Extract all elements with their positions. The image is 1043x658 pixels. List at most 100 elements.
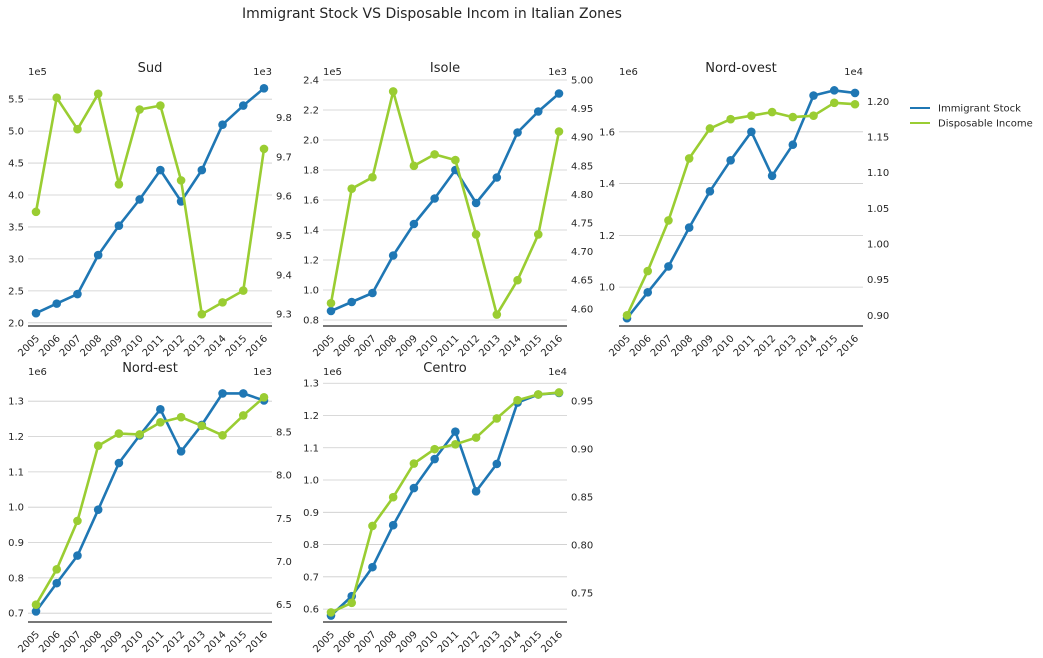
data-point [664,262,673,271]
x-tick-label: 2007 [58,629,84,655]
data-point [218,298,227,307]
data-point [492,310,502,319]
data-point [197,165,207,175]
data-point [176,447,186,456]
data-point [238,101,248,110]
right-tick-label: 1.20 [867,97,889,108]
left-tick-label: 1.0 [303,476,319,487]
data-point [409,161,419,171]
right-tick-label: 8.5 [276,427,292,438]
right-tick-label: 9.5 [276,231,292,242]
data-point [156,405,165,414]
left-tick-label: 3.0 [8,254,24,265]
left-tick-label: 0.9 [303,508,319,519]
x-tick-label: 2011 [436,333,462,359]
left-tick-label: 1.0 [303,286,319,297]
left-tick-label: 0.7 [303,572,319,583]
x-tick-label: 2005 [607,333,633,359]
x-tick-label: 2008 [374,333,400,359]
legend-label: Immigrant Stock [938,104,1021,115]
data-point [492,414,502,423]
data-point [430,444,439,454]
data-point [451,427,460,436]
data-point [471,433,481,442]
left-tick-label: 1.6 [303,196,319,207]
x-tick-label: 2005 [16,333,42,359]
data-point [259,392,269,402]
x-tick-label: 2012 [161,629,187,655]
x-tick-label: 2014 [498,333,524,359]
data-point [114,221,124,230]
right-tick-label: 7.0 [276,557,292,568]
data-point [409,219,419,229]
data-point [451,155,460,165]
right-tick-label: 6.5 [276,600,292,611]
data-point [643,266,653,276]
x-tick-label: 2015 [519,333,545,359]
data-point [197,421,207,431]
data-point [726,155,735,165]
x-tick-label: 2009 [99,629,125,655]
data-point [347,297,357,307]
right-tick-label: 4.85 [571,161,593,172]
x-tick-label: 2007 [58,333,84,359]
x-tick-label: 2007 [353,333,379,359]
data-point [156,418,165,427]
x-tick-label: 2012 [456,333,482,359]
left-tick-label: 1.3 [303,379,319,390]
right-tick-label: 0.75 [571,589,593,600]
x-tick-label: 2016 [244,629,270,655]
subplot-isole: 0.8 1.0 1.2 1.4 1.6 1.8 2.0 2.2 2.4 4.60 4.65 4.70 4… [303,61,593,359]
x-tick-label: 2005 [311,629,337,655]
data-point [471,198,481,208]
right-tick-label: 4.75 [571,219,593,230]
data-point [767,107,777,117]
x-tick-label: 2008 [79,629,105,655]
x-tick-label: 2012 [161,333,187,359]
x-tick-label: 2016 [539,333,565,359]
left-tick-label: 2.0 [8,318,24,329]
x-tick-label: 2015 [224,629,250,655]
data-point [747,127,756,137]
x-tick-label: 2016 [539,629,565,655]
right-tick-label: 0.95 [571,397,593,408]
subplot-centro: 0.6 0.7 0.8 0.9 1.0 1.1 1.2 1.3 0.75 0.80 0.85 0.90… [303,361,593,655]
data-point [156,101,165,110]
right-tick-label: 0.90 [867,311,889,322]
data-point [326,306,336,316]
left-tick-label: 1.4 [303,226,319,237]
left-tick-label: 1.2 [303,411,319,422]
subplot-title: Nord-est [122,361,178,376]
x-tick-label: 2012 [752,333,778,359]
right-tick-label: 9.6 [276,192,292,203]
data-point [788,140,798,150]
data-point [409,459,419,468]
left-tick-label: 2.4 [303,76,319,87]
series-line-immigrant-stock [330,92,560,313]
x-tick-label: 2005 [311,333,337,359]
x-tick-label: 2007 [353,629,379,655]
data-point [93,441,103,450]
x-tick-label: 2013 [773,333,799,359]
data-point [471,487,481,496]
x-tick-label: 2011 [436,629,462,655]
left-tick-label: 3.5 [8,222,24,233]
subplot-title: Isole [430,61,460,76]
x-tick-label: 2012 [456,629,482,655]
data-point [135,195,144,204]
x-tick-label: 2014 [498,629,524,655]
data-point [850,88,860,98]
left-tick-label: 5.0 [8,127,24,138]
left-tick-label: 1.2 [303,256,319,267]
x-tick-label: 2016 [244,333,270,359]
data-point [114,458,124,468]
data-point [114,180,124,189]
data-point [73,551,82,560]
x-tick-label: 2014 [794,333,820,359]
x-tick-label: 2013 [182,629,208,655]
left-tick-label: 0.8 [8,573,24,584]
subplot-title: Sud [138,61,163,76]
x-tick-label: 2008 [79,333,105,359]
subplot-nord-est: 0.7 0.8 0.9 1.0 1.1 1.2 1.3 6.5 7.0 7.5 8.0 8.5 1e6 1… [8,361,292,655]
right-tick-label: 4.70 [571,247,593,258]
